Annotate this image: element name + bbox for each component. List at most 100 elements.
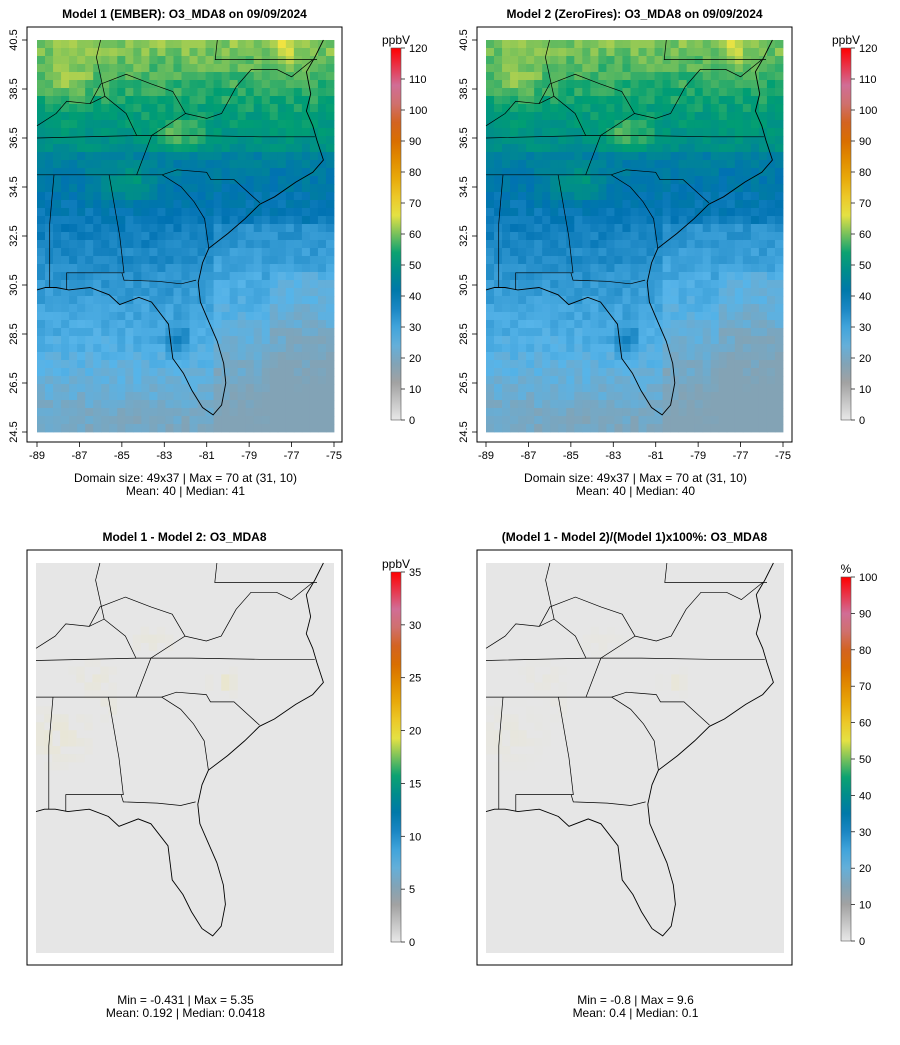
grid-cell (622, 264, 631, 273)
state-boundary (515, 697, 574, 812)
grid-cell (542, 184, 551, 193)
grid-cell (141, 344, 150, 353)
grid-cell (654, 376, 663, 385)
grid-cell (558, 416, 567, 425)
grid-cell (253, 344, 263, 353)
grid-cell (229, 320, 239, 329)
grid-cell (125, 296, 134, 305)
grid-cell (165, 64, 174, 73)
grid-cell (494, 408, 503, 417)
grid-cell (181, 176, 190, 185)
grid-cell (558, 152, 567, 161)
grid-cell (285, 344, 295, 353)
grid-cell (157, 256, 166, 265)
grid-cell (654, 192, 663, 201)
grid-cell (718, 192, 728, 201)
colorbar-tick-label: 10 (859, 900, 871, 912)
grid-cell (269, 360, 279, 369)
grid-cell (582, 216, 591, 225)
grid-cell (37, 272, 46, 281)
grid-cell (542, 328, 551, 337)
grid-cell (149, 240, 158, 249)
grid-cell (269, 136, 279, 145)
grid-cell (622, 312, 631, 321)
grid-cell (486, 192, 495, 201)
grid-cell (205, 336, 214, 345)
grid-cell (582, 136, 591, 145)
grid-cell (518, 288, 527, 297)
grid-cell (606, 48, 615, 57)
grid-cell (165, 216, 174, 225)
grid-cell (718, 208, 728, 217)
grid-cell (510, 424, 519, 433)
grid-cell (542, 128, 551, 137)
grid-cell (261, 288, 271, 297)
grid-cell (205, 64, 214, 73)
grid-cell (229, 690, 238, 699)
grid-cell (101, 416, 110, 425)
grid-cell (101, 384, 110, 393)
grid-cell (598, 368, 607, 377)
grid-cell (670, 304, 680, 313)
grid-cell (77, 120, 86, 129)
grid-cell (774, 360, 784, 369)
grid-cell (518, 96, 527, 105)
grid-cell (253, 136, 263, 145)
grid-cell (718, 144, 728, 153)
grid-cell (526, 658, 535, 667)
grid-cell (157, 184, 166, 193)
grid-cell (750, 160, 760, 169)
grid-cell (718, 304, 728, 313)
grid-cell (510, 264, 519, 273)
grid-cell (646, 360, 655, 369)
grid-cell (301, 216, 311, 225)
grid-cell (45, 232, 54, 241)
grid-cell (165, 368, 174, 377)
grid-cell (502, 272, 511, 281)
grid-cell (654, 336, 663, 345)
grid-cell (614, 248, 623, 257)
grid-cell (93, 224, 102, 233)
grid-cell (486, 264, 495, 273)
grid-cell (141, 40, 150, 49)
grid-cell (502, 368, 511, 377)
grid-cell (630, 80, 639, 89)
grid-cell (510, 312, 519, 321)
grid-cell (526, 96, 535, 105)
grid-cell (598, 152, 607, 161)
panel-stats-line: Domain size: 49x37 | Max = 70 at (31, 10… (74, 471, 297, 485)
grid-cell (237, 312, 247, 321)
grid-cell (101, 368, 110, 377)
grid-cell (77, 352, 86, 361)
grid-cell (558, 400, 567, 409)
grid-cell (165, 96, 174, 105)
grid-cell (606, 352, 615, 361)
grid-cell (686, 328, 696, 337)
grid-cell (53, 416, 62, 425)
grid-cell (734, 88, 744, 97)
grid-cell (37, 416, 46, 425)
grid-cell (205, 304, 214, 313)
grid-cell (774, 64, 784, 73)
grid-cell (165, 376, 174, 385)
grid-cell (237, 336, 247, 345)
grid-cell (566, 264, 575, 273)
grid-cell (197, 184, 206, 193)
grid-cell (245, 176, 255, 185)
grid-cell (774, 48, 784, 57)
grid-cell (654, 400, 663, 409)
grid-cell (293, 240, 303, 249)
grid-cell (301, 224, 311, 233)
grid-cell (502, 80, 511, 89)
grid-cell (301, 192, 311, 201)
grid-cell (686, 344, 696, 353)
grid-cell (710, 288, 720, 297)
grid-cell (662, 56, 672, 65)
grid-cell (317, 328, 327, 337)
grid-cell (486, 152, 495, 161)
grid-cell (734, 104, 744, 113)
grid-cell (718, 312, 728, 321)
grid-cell (37, 152, 46, 161)
grid-cell (173, 360, 182, 369)
grid-cell (486, 232, 495, 241)
